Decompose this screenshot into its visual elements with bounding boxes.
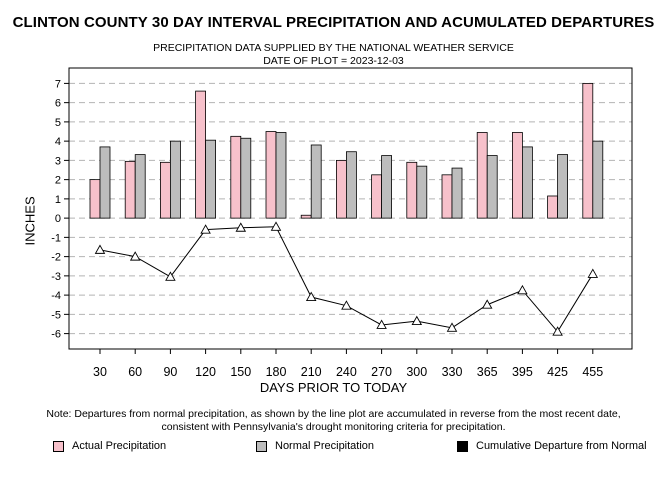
legend-item-normal: Normal Precipitation — [256, 440, 374, 452]
x-axis-label: DAYS PRIOR TO TODAY — [259, 380, 408, 395]
cumulative-departure-point — [200, 224, 211, 234]
y-tick-label: -5 — [51, 309, 61, 321]
cumulative-departure-point — [235, 222, 247, 232]
bar-normal — [310, 144, 322, 219]
legend-label-actual: Actual Precipitation — [72, 440, 167, 452]
bar-normal — [381, 155, 393, 219]
x-tick-label: 455 — [582, 365, 603, 379]
y-tick-label: 6 — [55, 98, 61, 110]
chart-title: CLINTON COUNTY 30 DAY INTERVAL PRECIPITA… — [12, 14, 655, 31]
legend-swatch-cumulative — [457, 440, 468, 452]
bar-normal — [557, 154, 568, 219]
cumulative-departure-point — [552, 326, 563, 336]
y-tick-label: 7 — [55, 78, 61, 90]
bar-actual — [89, 179, 101, 219]
y-tick-label: 1 — [55, 194, 61, 206]
bar-actual — [547, 195, 558, 219]
cumulative-departure-point — [481, 299, 493, 309]
cumulative-departure-point — [446, 322, 458, 332]
x-tick-label: 425 — [547, 365, 568, 379]
bar-normal — [134, 154, 146, 219]
x-tick-label: 240 — [336, 365, 357, 379]
bar-normal — [205, 139, 217, 219]
bar-normal — [451, 167, 463, 219]
cumulative-departure-point — [341, 300, 352, 310]
bar-normal — [275, 132, 287, 219]
cumulative-departure-point — [517, 284, 528, 295]
cumulative-departure-point — [94, 244, 106, 254]
x-tick-label: 60 — [128, 365, 142, 379]
bar-actual — [371, 174, 383, 219]
legend-label-cumulative: Cumulative Departure from Normal — [476, 440, 647, 452]
x-tick-label: 330 — [442, 365, 463, 379]
y-tick-label: 4 — [55, 136, 61, 148]
cumulative-departure-point — [129, 251, 141, 261]
plot-frame — [68, 67, 633, 350]
bar-actual — [230, 135, 242, 219]
x-tick-label: 365 — [477, 365, 498, 379]
bar-actual — [124, 160, 136, 219]
y-tick-label: 0 — [55, 213, 61, 225]
y-tick-label: -2 — [51, 252, 61, 264]
x-tick-label: 120 — [195, 365, 216, 379]
bar-normal — [592, 140, 604, 219]
y-tick-label: -3 — [51, 271, 61, 283]
cumulative-departure-point — [376, 319, 387, 329]
footnote: Note: Departures from normal precipitati… — [46, 408, 621, 433]
legend-swatch-normal — [256, 440, 267, 452]
bar-actual — [195, 90, 207, 219]
bar-actual — [335, 159, 347, 219]
y-tick-label: 2 — [55, 175, 61, 187]
y-tick-label: -4 — [51, 290, 61, 302]
cumulative-departure-point — [270, 221, 282, 231]
legend-item-cumulative: Cumulative Departure from Normal — [457, 440, 647, 452]
bar-actual — [441, 174, 453, 219]
x-tick-label: 30 — [93, 365, 107, 379]
y-tick-label: -6 — [51, 329, 61, 341]
bar-normal — [240, 137, 252, 219]
legend-item-actual: Actual Precipitation — [53, 440, 166, 452]
y-tick-label: 3 — [55, 155, 61, 167]
bar-actual — [476, 132, 488, 219]
bar-normal — [99, 146, 111, 219]
bar-normal — [169, 140, 181, 219]
chart-subtitle-date: DATE OF PLOT = 2023-12-03 — [263, 55, 404, 67]
bar-normal — [416, 165, 428, 219]
chart-subtitle-source: PRECIPITATION DATA SUPPLIED BY THE NATIO… — [153, 42, 514, 54]
legend-swatch-actual — [53, 440, 64, 452]
bar-normal — [486, 155, 498, 219]
bar-actual — [265, 131, 277, 219]
bar-normal — [522, 146, 533, 219]
x-tick-label: 180 — [266, 365, 287, 379]
cumulative-departure-point — [305, 291, 317, 301]
y-axis-label: INCHES — [22, 196, 38, 246]
x-tick-label: 300 — [406, 365, 427, 379]
bar-actual — [406, 161, 418, 219]
bar-actual — [159, 161, 171, 219]
bar-actual — [512, 132, 523, 219]
y-tick-label: -1 — [51, 232, 61, 244]
legend-label-normal: Normal Precipitation — [275, 440, 375, 452]
bar-actual — [300, 214, 312, 219]
x-tick-label: 150 — [230, 365, 251, 379]
bar-actual — [582, 82, 594, 219]
x-tick-label: 395 — [512, 365, 533, 379]
cumulative-departure-point — [587, 268, 599, 278]
y-tick-label: 5 — [55, 117, 61, 129]
cumulative-departure-point — [411, 315, 423, 326]
x-tick-label: 90 — [163, 365, 177, 379]
x-tick-label: 210 — [301, 365, 322, 379]
x-tick-label: 270 — [371, 365, 392, 379]
cumulative-departure-point — [165, 271, 176, 281]
bar-normal — [345, 151, 357, 219]
